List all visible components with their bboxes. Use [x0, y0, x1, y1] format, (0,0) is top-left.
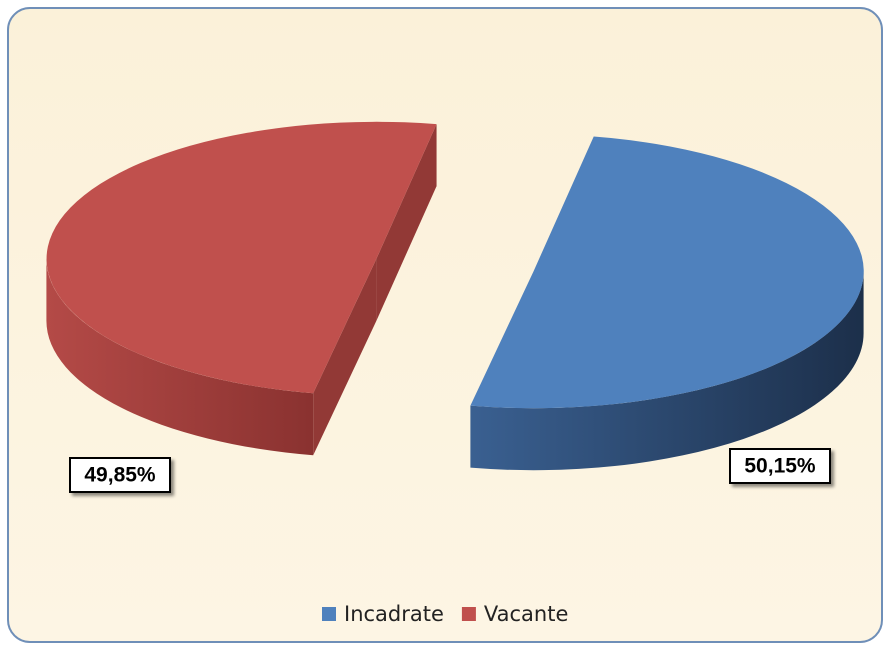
legend: Incadrate Vacante [322, 602, 568, 626]
legend-swatch [322, 607, 336, 621]
legend-label: Vacante [484, 602, 568, 626]
pie-slice [470, 136, 864, 409]
pie-tops [46, 121, 864, 409]
legend-swatch [461, 607, 476, 621]
label-box [729, 448, 831, 484]
data-label-box: 49,85% [69, 457, 171, 493]
data-label: 49,85% [84, 464, 156, 487]
pie-wall [46, 258, 314, 456]
label-box [69, 457, 171, 493]
data-label-box: 50,15% [729, 448, 831, 484]
pie-wall [470, 271, 864, 471]
data-label: 50,15% [744, 455, 816, 478]
legend-label: Incadrate [344, 602, 444, 626]
pie-slice [46, 121, 437, 394]
pie-walls [46, 124, 864, 471]
pie-cut-face [313, 258, 377, 456]
pie-cut-face [376, 124, 437, 321]
data-labels: 50,15% 49,85% [69, 448, 831, 493]
